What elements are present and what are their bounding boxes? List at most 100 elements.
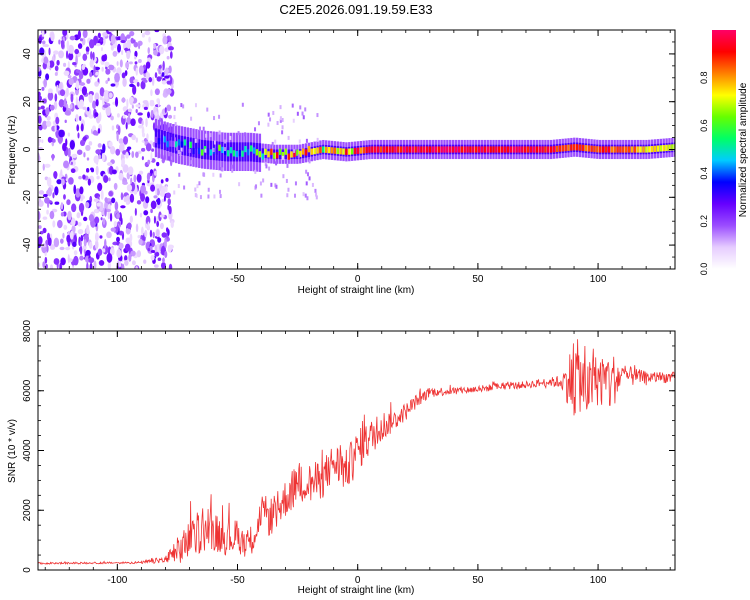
spectrogram-cell: [103, 175, 109, 183]
spectrogram-cell: [224, 139, 227, 144]
spectrogram-cell: [129, 83, 135, 88]
spectrogram-cell: [305, 169, 308, 174]
spectrogram-cell: [150, 89, 153, 97]
spectrogram-cell: [106, 252, 113, 263]
spectrogram-cell: [129, 233, 133, 242]
spectrogram-cell: [79, 115, 82, 121]
spectrogram-cell: [137, 150, 142, 154]
spectrogram-cell: [587, 145, 590, 152]
spectrogram-cell: [224, 147, 227, 152]
spectrogram-cell: [143, 210, 149, 216]
spectrogram-cell: [138, 238, 143, 245]
spectrogram-cell: [274, 183, 277, 188]
spectrogram-cell: [156, 204, 161, 209]
spectrogram-cell: [106, 162, 113, 167]
colorbar-tick-label: 0.0: [699, 263, 709, 276]
spectrogram-cell: [77, 222, 82, 227]
snr-xtick-label: -50: [230, 575, 245, 586]
spectrogram-cell: [348, 148, 351, 155]
spectrogram-cell: [671, 144, 674, 151]
snr-xlabel: Height of straight line (km): [298, 585, 415, 596]
spectrogram-cell: [224, 148, 227, 155]
spectrogram-cell: [489, 146, 492, 153]
spectrogram-cell: [72, 241, 77, 248]
spectrogram-cell: [359, 147, 363, 154]
spectrogram-cell: [104, 197, 108, 203]
spectrogram-cell: [108, 92, 113, 99]
spectrogram-cell: [165, 192, 171, 199]
spectrogram-cell: [78, 71, 84, 80]
spectrogram-cell: [69, 35, 76, 41]
spectrogram-cell: [113, 220, 118, 228]
spectrogram-cell: [56, 59, 60, 66]
spectrogram-cell: [221, 146, 224, 154]
spectrogram-cell: [656, 145, 660, 152]
colorbar-label: Normalized spectral amplitude: [738, 82, 749, 217]
spectrogram-cell: [238, 182, 241, 187]
spectrogram-cell: [151, 76, 155, 87]
spectrogram-cell: [94, 208, 98, 213]
spectrogram-cell: [85, 249, 91, 256]
spectrogram-cell: [117, 36, 122, 41]
spectrogram-cell: [86, 78, 91, 84]
spectrogram-cell: [92, 51, 95, 61]
spectrogram-cell: [183, 185, 186, 190]
spectrogram-cell: [75, 69, 81, 74]
spectrogram-cell: [93, 260, 97, 269]
spectrogram-cell: [143, 106, 148, 111]
spectrogram-cell: [156, 220, 160, 228]
spectrogram-cell: [150, 184, 156, 192]
spectrogram-cell: [156, 76, 162, 82]
spectrogram-cell: [558, 145, 562, 152]
spectrogram-cell: [41, 86, 45, 91]
spectrogram-cell: [100, 47, 104, 52]
spectrogram-cell: [161, 80, 167, 85]
spectrogram-cell: [297, 154, 300, 159]
spectrogram-cell: [63, 224, 68, 230]
spectrogram-cell: [76, 124, 80, 132]
spectrogram-cell: [368, 146, 371, 153]
spectrogram-cell: [116, 248, 122, 258]
spectrogram-cell: [305, 138, 308, 143]
spectrogram-cell: [275, 184, 278, 189]
spectrogram-cell: [281, 125, 284, 130]
spectrogram-cell: [130, 250, 136, 257]
spectrogram-cell: [417, 146, 420, 153]
spectrogram-cell: [68, 52, 74, 61]
spectrogram-cell: [164, 107, 167, 114]
spectrogram-cell: [209, 149, 213, 156]
spectrogram-cell: [75, 188, 81, 198]
spectrogram-cell: [315, 192, 318, 197]
spectrogram-cell: [267, 151, 270, 158]
spectrogram-cell: [90, 168, 95, 173]
spectrogram-ytick-label: -40: [22, 237, 33, 252]
spectrogram-cell: [53, 170, 58, 179]
spectrogram-cell: [79, 186, 84, 195]
spectrogram-cell: [93, 64, 96, 75]
spectrogram-cell: [610, 146, 613, 153]
spectrogram-cell: [102, 217, 106, 225]
spectrogram-cell: [275, 161, 278, 166]
spectrogram-cell: [173, 106, 176, 111]
snr-ytick-label: 2000: [22, 499, 33, 522]
spectrogram-cell: [47, 237, 52, 247]
spectrogram-cell: [218, 144, 221, 151]
spectrogram-cell: [547, 146, 550, 153]
spectrogram-cell: [114, 201, 119, 211]
spectrogram-cell: [117, 125, 121, 135]
spectrogram-cell: [267, 112, 270, 117]
spectrogram-cell: [336, 147, 339, 155]
spectrogram-cell: [148, 36, 151, 43]
spectrogram-cell: [60, 212, 65, 217]
spectrogram-cell: [38, 115, 42, 124]
spectrogram-cell: [316, 137, 319, 142]
spectrogram-cell: [205, 133, 208, 138]
spectrogram-cell: [518, 146, 521, 153]
spectrogram-cell: [42, 120, 48, 130]
spectrogram-cell: [81, 86, 88, 96]
spectrogram-cell: [483, 146, 487, 153]
spectrogram-cell: [196, 138, 199, 143]
spectrogram-cell: [120, 217, 123, 226]
spectrogram-cell: [137, 59, 142, 64]
colorbar-tick-label: 0.8: [699, 72, 709, 85]
